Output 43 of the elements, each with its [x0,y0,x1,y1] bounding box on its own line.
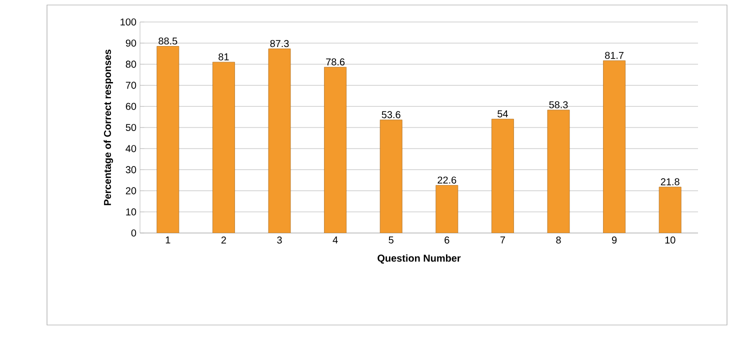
y-tick-label: 40 [126,145,136,152]
y-tick-label: 50 [126,124,136,132]
y-tick-label: 20 [126,187,136,194]
data-label: 87.3 [270,40,289,48]
data-label: 53.6 [382,111,400,118]
bar [547,110,570,233]
y-tick-label: 30 [126,166,136,174]
data-label: 88.5 [158,38,178,45]
bar [492,118,514,233]
x-tick-label: 6 [444,236,450,244]
x-tick-label: 9 [612,236,617,244]
y-tick-label: 90 [126,40,136,47]
data-label: 81.7 [605,52,624,59]
x-tick-label: 5 [388,236,394,244]
data-label: 54 [498,110,508,118]
y-tick-label: 80 [126,60,136,68]
y-tick-label: 70 [126,82,136,89]
x-tick-label: 7 [500,236,505,244]
bar [658,186,682,233]
bar [212,62,235,233]
data-label: 58.3 [549,101,568,108]
x-tick-label: 2 [221,236,226,244]
x-tick-label: 10 [665,236,676,244]
x-tick-label: 1 [166,236,170,244]
y-tick-label: 100 [120,18,136,26]
bar [380,120,402,233]
data-label: 21.8 [660,178,680,186]
x-tick-label: 3 [277,236,282,244]
data-label: 78.6 [326,58,345,66]
data-label: 22.6 [438,176,456,184]
x-tick-label: 4 [332,236,338,244]
x-tick-label: 8 [556,236,561,244]
y-tick-label: 10 [126,208,136,216]
bar [603,60,626,233]
y-tick-label: 0 [131,229,136,237]
x-axis-title: Question Number [378,254,461,264]
bar [156,46,180,233]
bar [324,66,346,233]
data-label: 81 [218,53,229,60]
bar [436,185,458,233]
y-tick-label: 60 [126,102,136,110]
bar [268,48,291,233]
y-axis-title: Percentage of Correct responses [104,50,114,206]
